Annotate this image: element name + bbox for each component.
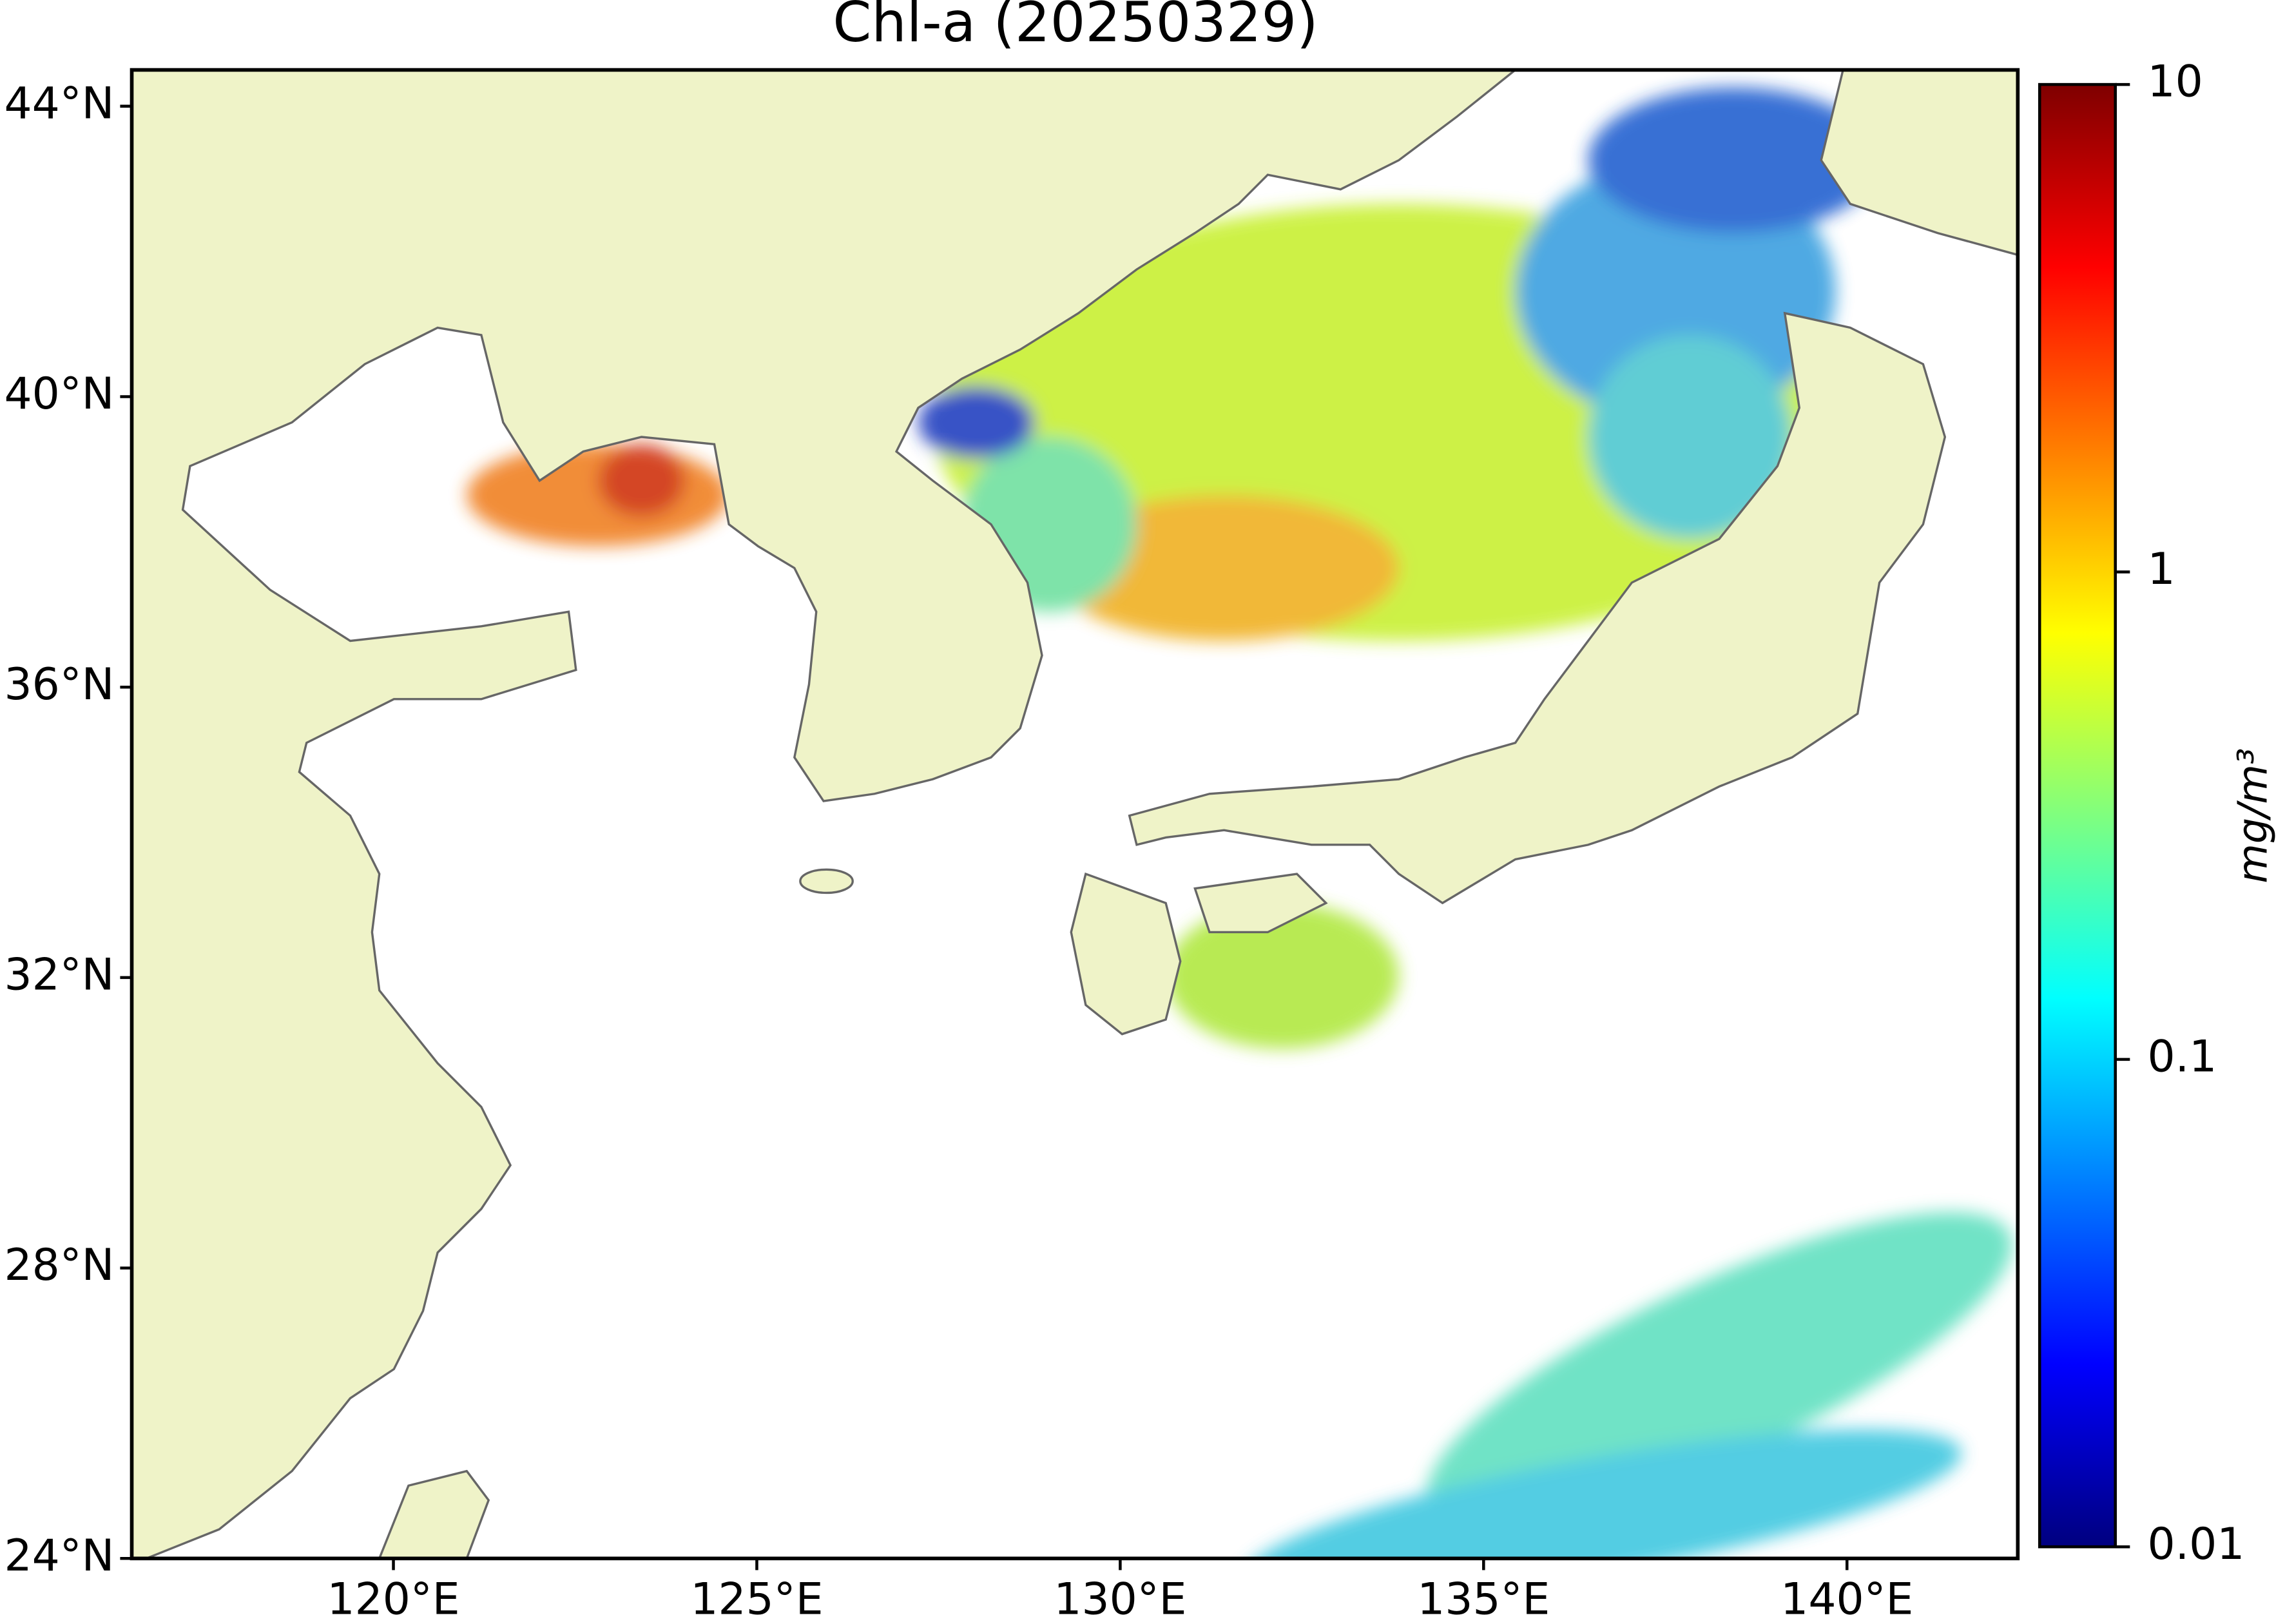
x-tick-label: 125°E — [690, 1574, 823, 1624]
x-tick-label: 120°E — [327, 1574, 459, 1624]
land-hokkaido — [1820, 70, 2018, 256]
colorbar-tick-label: 0.01 — [2147, 1518, 2244, 1569]
land-taiwan — [378, 1469, 490, 1559]
chl-patch — [1588, 334, 1792, 539]
chl-patch — [918, 385, 1035, 459]
colorbar — [2038, 82, 2117, 1549]
y-tick-label: 40°N — [4, 368, 114, 419]
x-tick-label: 130°E — [1054, 1574, 1186, 1624]
land-shikoku — [1193, 873, 1328, 934]
y-tick-label: 24°N — [4, 1530, 114, 1581]
chl-patch — [597, 444, 686, 517]
x-tick-label: 140°E — [1780, 1574, 1913, 1624]
y-tick-label: 36°N — [4, 659, 114, 710]
map-area — [131, 70, 2018, 1559]
axes-frame — [130, 68, 2020, 1561]
land-asia — [131, 70, 1518, 1559]
land-kyushu — [1070, 872, 1182, 1036]
x-tick-label: 135°E — [1417, 1574, 1550, 1624]
chl-patch — [467, 444, 729, 546]
chl-patch — [1049, 495, 1399, 641]
land-jeju — [799, 868, 854, 894]
chl-patch — [1426, 1212, 2012, 1526]
colorbar-tick-label: 0.1 — [2147, 1030, 2217, 1081]
y-tick-label: 28°N — [4, 1239, 114, 1290]
y-tick-label: 32°N — [4, 949, 114, 1000]
chart-title: Chl-a (20250329) — [833, 0, 1318, 55]
colorbar-label: mg/m³ — [2228, 748, 2276, 884]
colorbar-tick-label: 1 — [2147, 543, 2175, 594]
land-honshu — [1128, 311, 1947, 905]
chl-patch — [1166, 903, 1399, 1049]
colorbar-tick-label: 10 — [2147, 56, 2203, 107]
chl-patch — [1588, 87, 1880, 233]
y-tick-label: 44°N — [4, 77, 114, 128]
